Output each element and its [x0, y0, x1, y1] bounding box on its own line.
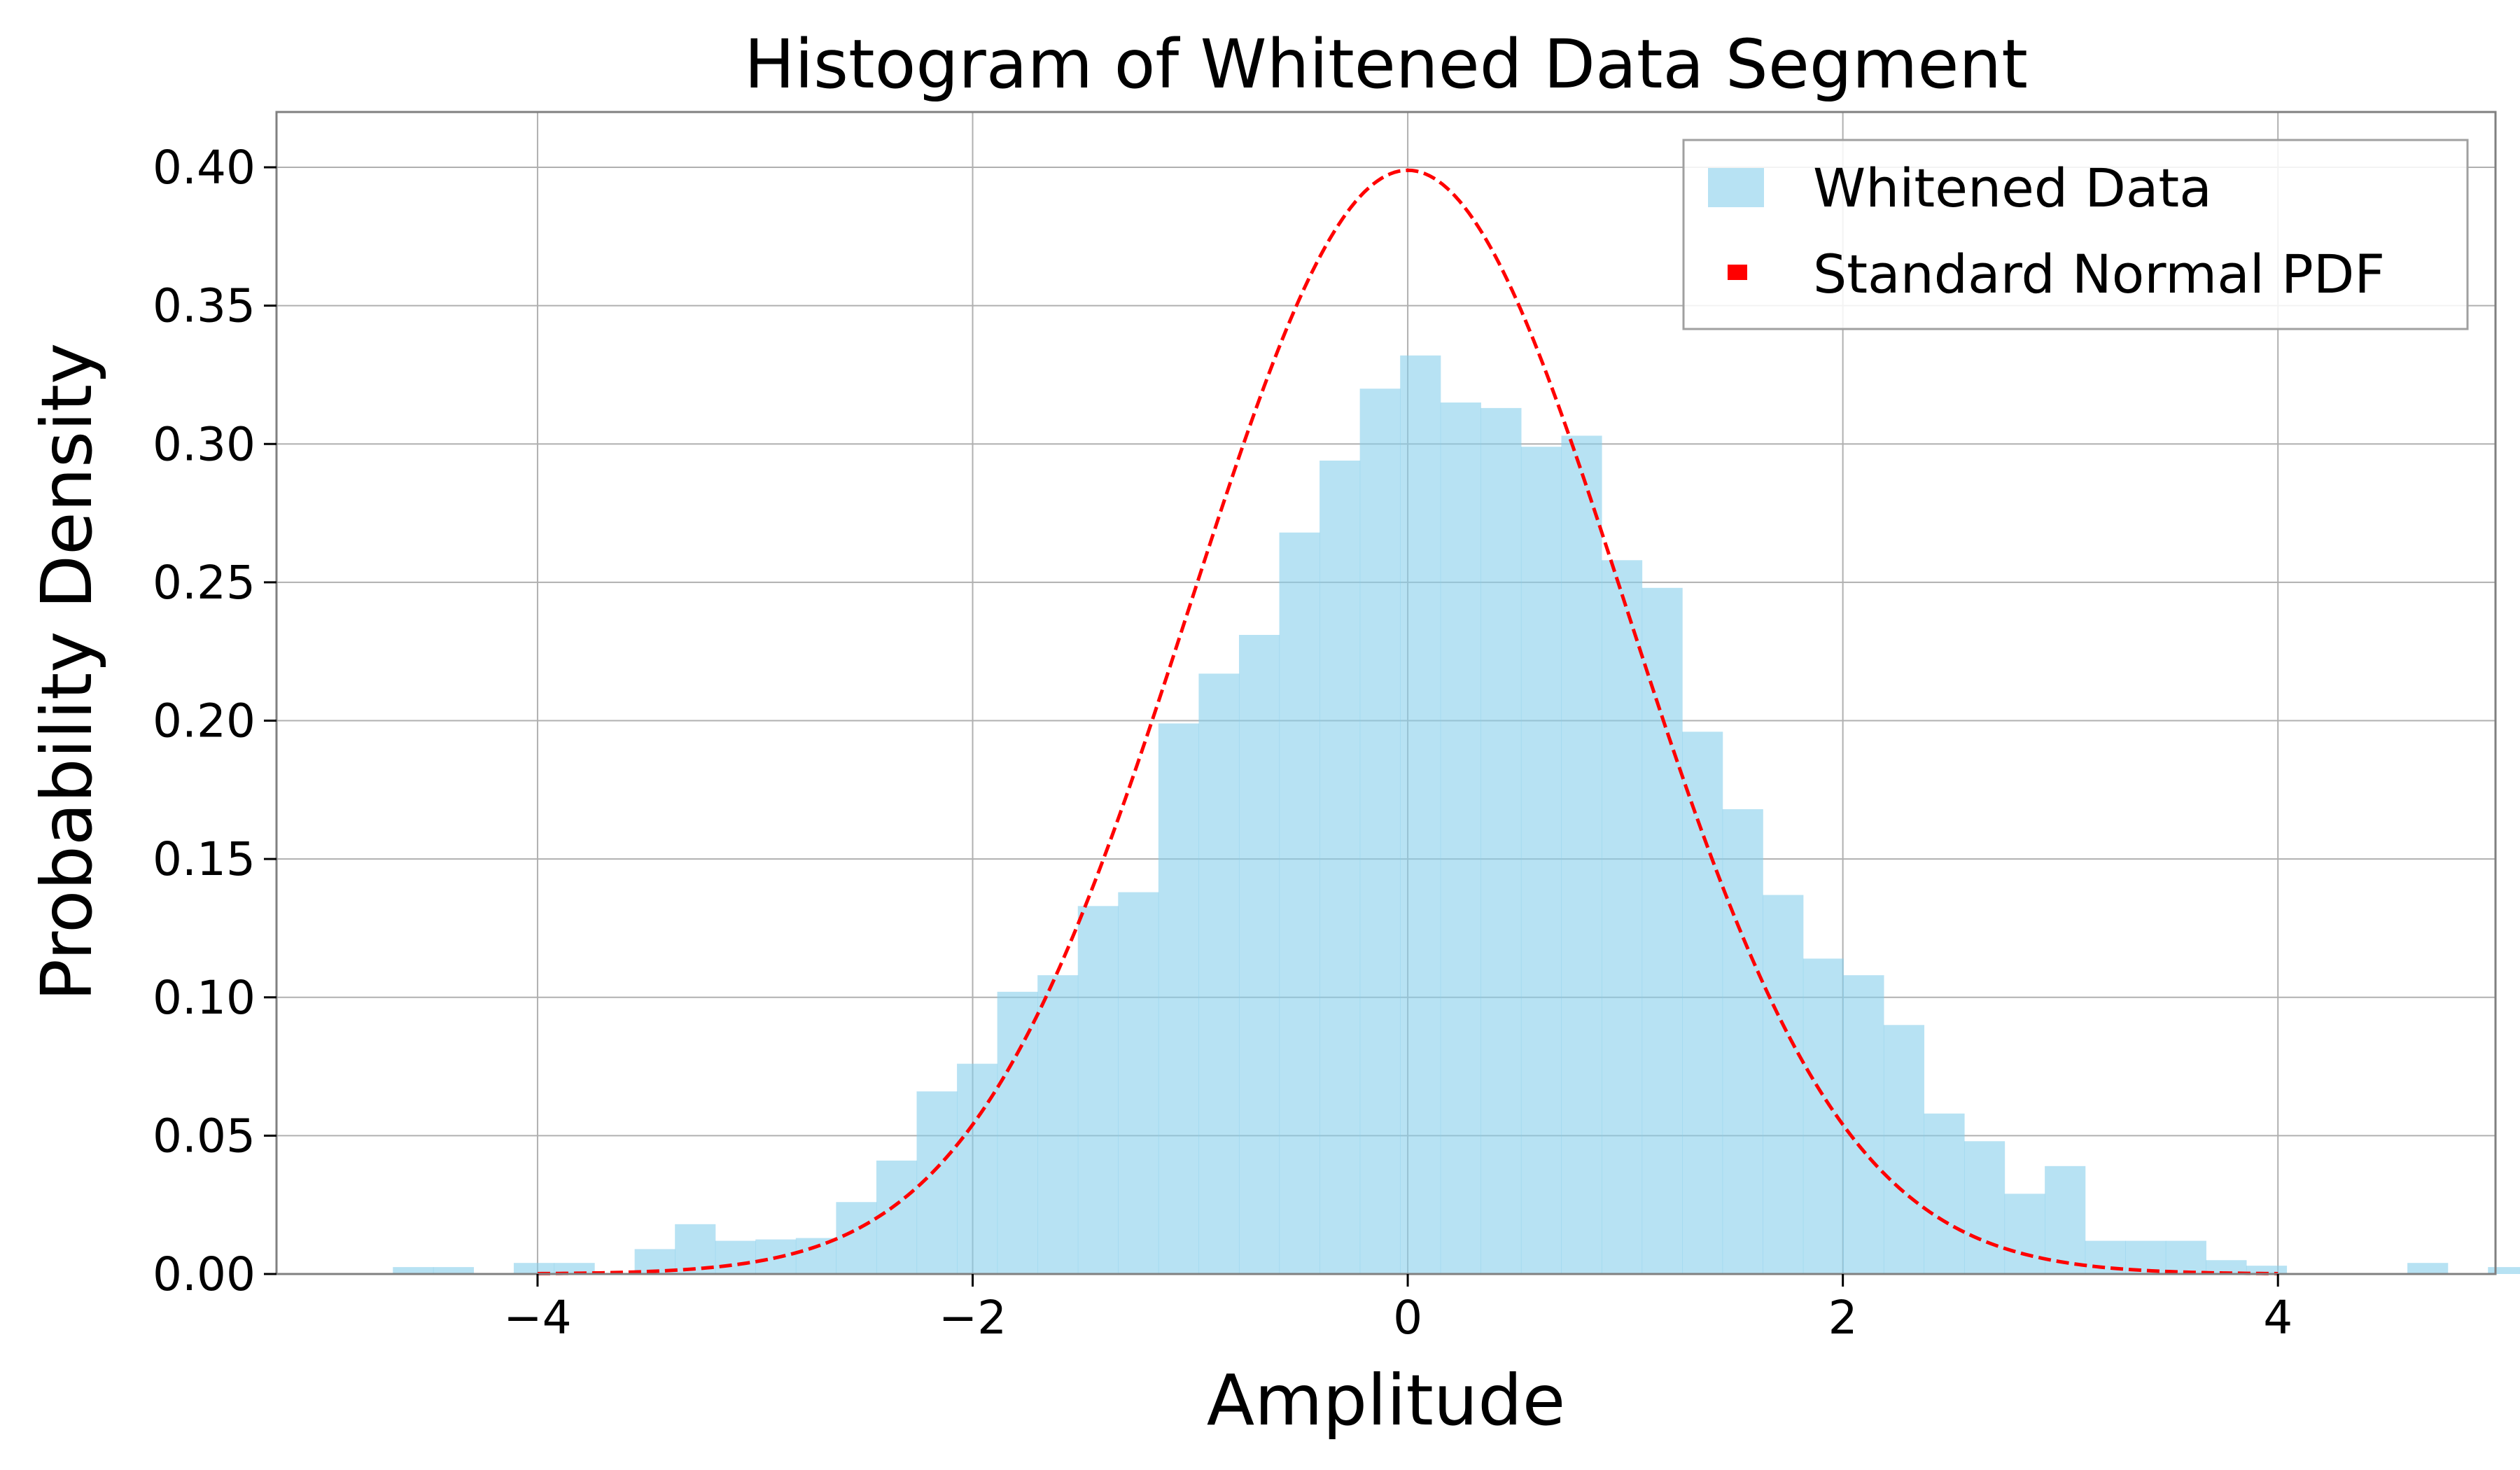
histogram-bar — [433, 1267, 474, 1274]
histogram-bar — [1601, 560, 1643, 1274]
histogram-bar — [1279, 532, 1320, 1274]
y-tick-label: 0.05 — [153, 1109, 255, 1163]
histogram-bar — [2045, 1166, 2086, 1274]
y-tick-label: 0.00 — [153, 1247, 255, 1301]
histogram-bar — [513, 1263, 555, 1274]
histogram-bar — [1480, 407, 1522, 1274]
legend-label-histogram: Whitened Data — [1813, 157, 2212, 219]
legend: Whitened Data Standard Normal PDF — [1682, 139, 2469, 330]
histogram-bar — [1238, 635, 1280, 1274]
histogram-bar — [1561, 435, 1602, 1274]
histogram-bar — [715, 1240, 756, 1274]
standard-normal-pdf-curve — [537, 168, 2278, 1275]
histogram-bar — [1440, 402, 1481, 1274]
histogram-bar — [1682, 732, 1723, 1274]
histogram-bar — [1722, 809, 1763, 1274]
histogram-bar — [2206, 1260, 2247, 1274]
x-tick-label: −4 — [503, 1291, 571, 1345]
histogram-bar — [1198, 673, 1240, 1274]
histogram-bar — [836, 1202, 877, 1274]
histogram-bar — [1359, 388, 1401, 1275]
histogram-bar — [2488, 1267, 2520, 1274]
x-tick-label: 2 — [1828, 1291, 1858, 1345]
histogram-bar — [1320, 461, 1361, 1274]
y-axis-label: Probability Density — [26, 343, 108, 1002]
histogram-bar — [1118, 892, 1159, 1274]
histogram-bar — [2004, 1194, 2045, 1274]
histogram-bar — [1964, 1141, 2005, 1274]
histogram-bar — [1158, 723, 1200, 1274]
histogram-bar — [2165, 1240, 2206, 1274]
y-tick-label: 0.40 — [153, 141, 255, 195]
histogram-bar — [2246, 1266, 2288, 1274]
histogram-bar — [554, 1263, 595, 1274]
histogram-bar — [1763, 895, 1804, 1274]
histogram-bars — [393, 355, 2520, 1275]
pdf-curve-layer — [537, 168, 2278, 1275]
histogram-bar — [1883, 1025, 1925, 1274]
legend-label-curve: Standard Normal PDF — [1813, 243, 2385, 305]
legend-swatch-histogram — [1708, 168, 1764, 207]
x-tick-label: 0 — [1393, 1291, 1422, 1345]
histogram-bar — [1520, 447, 1562, 1275]
chart-title: Histogram of Whitened Data Segment — [744, 25, 2028, 104]
histogram-bar — [1924, 1113, 1965, 1274]
histogram-bar — [876, 1160, 918, 1274]
histogram-bar — [675, 1224, 716, 1274]
x-tick-label: 4 — [2263, 1291, 2292, 1345]
histogram-bar — [1642, 587, 1683, 1274]
axis-ticks: −4 −2 0 2 4 0.00 0.05 0.10 0.15 0.20 0.25 0.30 0.35 0… — [153, 141, 2292, 1345]
y-tick-label: 0.10 — [153, 971, 255, 1025]
y-tick-label: 0.20 — [153, 694, 255, 748]
legend-box — [1682, 139, 2469, 330]
x-tick-label: −2 — [939, 1291, 1007, 1345]
histogram-bar — [997, 991, 1038, 1274]
x-axis-label: Amplitude — [1207, 1359, 1565, 1441]
histogram-bar — [1077, 906, 1119, 1274]
histogram-bar — [393, 1267, 434, 1274]
y-tick-label: 0.15 — [153, 832, 255, 886]
histogram-bar — [1843, 975, 1884, 1274]
histogram-bar — [2407, 1263, 2449, 1274]
histogram-bar — [1037, 975, 1079, 1274]
plot-frame — [275, 111, 2497, 1275]
y-tick-label: 0.35 — [153, 279, 255, 333]
y-tick-label: 0.25 — [153, 556, 255, 610]
histogram-bar — [795, 1238, 836, 1274]
y-tick-label: 0.30 — [153, 417, 255, 471]
histogram-bar — [1400, 355, 1441, 1274]
legend-swatch-curve — [1728, 265, 1747, 280]
